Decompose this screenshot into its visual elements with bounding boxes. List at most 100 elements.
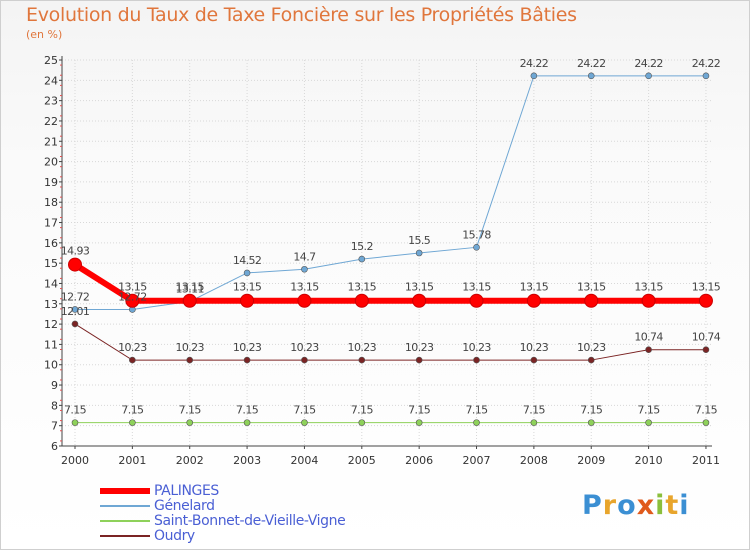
legend-label: Oudry [154,528,195,544]
logo-letter: i [679,490,690,521]
x-tick-label: 2000 [61,454,89,467]
series-point [530,72,538,80]
series-point [584,293,599,308]
data-label: 14.52 [233,254,262,267]
x-tick-label: 2002 [176,454,204,467]
series-point [587,356,595,364]
data-label: 13.15 [118,281,147,294]
series-point [68,257,82,272]
series-point [645,419,652,426]
data-label: 10.23 [462,341,491,354]
y-tick-label: 12 [44,318,58,331]
series-point [129,419,136,426]
data-label: 12.72 [118,290,147,303]
y-tick-label: 19 [44,176,58,189]
data-label: 13.15 [233,281,262,294]
y-tick-label: 21 [44,135,58,148]
series-point [358,356,366,364]
data-label: 14.7 [293,250,316,263]
series-point [301,419,308,426]
series-point [297,293,312,308]
data-label: 10.23 [348,341,377,354]
series-point [702,419,710,426]
y-tick-label: 10 [44,359,58,372]
series-point [587,72,595,80]
data-label: 10.74 [692,331,721,344]
data-label: 7.15 [351,404,374,417]
series-point [645,346,652,354]
series-point [243,419,251,426]
data-label: 7.15 [408,404,431,417]
series-point [71,320,79,328]
data-label: 13.15 [348,281,377,294]
data-label: 7.15 [121,404,144,417]
data-label: 10.23 [290,341,319,354]
data-label: 7.15 [64,404,87,417]
series-line-2 [75,75,706,310]
y-tick-label: 16 [44,237,58,250]
series-point [129,356,136,364]
data-label: 10.23 [118,341,147,354]
data-label: 13.15 [520,281,549,294]
series-point [71,419,79,426]
series-point [240,293,255,308]
series-line-0 [74,323,706,361]
data-label: 13.15 [462,281,491,294]
data-label: 13.11 [175,283,204,296]
legend-swatch [100,505,150,507]
data-label: 24.22 [520,57,549,70]
series-point [182,293,197,308]
data-label: 7.15 [179,404,202,417]
y-tick-label: 22 [44,115,58,128]
series-point [186,356,194,364]
proxiti-logo: Proxiti [582,490,690,521]
data-label: 10.23 [233,341,262,354]
y-tick-label: 9 [51,379,58,392]
data-label: 13.15 [577,281,606,294]
x-tick-label: 2003 [233,454,261,467]
series-point [415,356,423,364]
logo-letter: o [617,490,637,521]
series-point [587,419,595,426]
data-label: 15.2 [351,240,373,253]
data-label: 7.15 [236,404,259,417]
y-tick-label: 14 [44,277,58,290]
series-point [243,269,251,277]
legend-label: PALINGES [154,483,219,499]
data-label: 13.15 [405,281,434,294]
series-point [415,419,423,426]
series-point [412,293,427,308]
data-label: 24.22 [692,57,721,70]
data-label: 7.15 [695,404,718,417]
data-label: 13.15 [634,281,663,294]
data-label: 15.78 [462,228,491,241]
data-label: 10.23 [577,341,606,354]
y-tick-label: 24 [44,74,58,87]
series-point [698,293,713,308]
data-label: 7.15 [580,404,603,417]
data-label: 10.23 [405,341,434,354]
y-tick-label: 13 [44,298,58,311]
series-point [526,293,541,308]
x-tick-label: 2001 [118,454,146,467]
series-point [473,356,480,364]
y-tick-label: 18 [44,196,58,209]
y-tick-label: 11 [44,338,58,351]
chart-subtitle: (en %) [26,28,63,41]
y-tick-label: 20 [44,156,58,169]
logo-letter: i [655,490,666,521]
x-tick-label: 2006 [405,454,433,467]
x-tick-label: 2004 [290,454,318,467]
chart-title: Evolution du Taux de Taxe Foncière sur l… [26,4,577,26]
legend-label: Génelard [154,498,215,514]
logo-letter: x [636,490,656,521]
series-point [415,249,423,257]
legend-label: Saint-Bonnet-de-Vieille-Vigne [154,513,346,529]
y-tick-label: 25 [44,54,58,67]
series-point [186,419,194,426]
series-point [358,419,366,426]
legend-swatch [100,520,150,522]
series-point [641,293,656,308]
